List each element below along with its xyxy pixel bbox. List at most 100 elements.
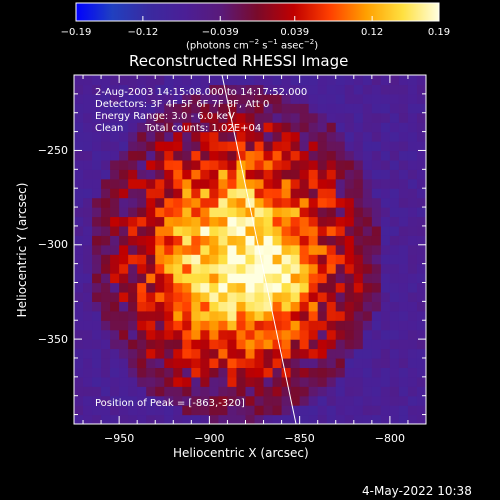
heatmap-cell xyxy=(263,131,274,142)
heatmap-cell xyxy=(182,150,192,161)
heatmap-cell xyxy=(173,273,183,284)
heatmap-cell xyxy=(110,367,120,378)
heatmap-cell xyxy=(146,405,156,416)
heatmap-cell xyxy=(119,348,129,359)
heatmap-cell xyxy=(245,93,256,104)
heatmap-cell xyxy=(92,320,102,331)
heatmap-cell xyxy=(416,188,426,199)
heatmap-cell xyxy=(362,122,373,133)
heatmap-cell xyxy=(362,178,373,189)
heatmap-cell xyxy=(227,216,238,227)
heatmap-cell xyxy=(200,122,210,133)
heatmap-cell xyxy=(227,273,238,284)
heatmap-cell xyxy=(335,159,346,170)
heatmap-cell xyxy=(299,207,310,218)
heatmap-cell xyxy=(281,103,292,114)
heatmap-cell xyxy=(236,84,247,95)
heatmap-cell xyxy=(308,301,319,312)
heatmap-cell xyxy=(209,235,220,246)
heatmap-cell xyxy=(155,329,165,340)
heatmap-cell xyxy=(335,216,346,227)
heatmap-cell xyxy=(389,339,400,350)
heatmap-cell xyxy=(182,178,192,189)
heatmap-cell xyxy=(299,405,310,416)
heatmap-cell xyxy=(407,263,418,274)
heatmap-cell xyxy=(146,339,156,350)
heatmap-cell xyxy=(263,235,274,246)
heatmap-cell xyxy=(119,75,129,86)
heatmap-cell xyxy=(164,348,174,359)
heatmap-cell xyxy=(281,291,292,302)
heatmap-cell xyxy=(155,301,165,312)
heatmap-cell xyxy=(353,282,364,293)
heatmap-cell xyxy=(254,310,265,321)
heatmap-cell xyxy=(416,282,426,293)
heatmap-cell xyxy=(371,84,382,95)
heatmap-cell xyxy=(245,122,256,133)
heatmap-cell xyxy=(317,329,328,340)
heatmap-cell xyxy=(335,169,346,180)
heatmap-cell xyxy=(101,178,111,189)
heatmap-cell xyxy=(182,188,192,199)
heatmap-cell xyxy=(254,225,265,236)
heatmap-cell xyxy=(317,310,328,321)
heatmap-cell xyxy=(281,75,292,86)
heatmap-cell xyxy=(74,273,84,284)
heatmap-cell xyxy=(335,405,346,416)
heatmap-cell xyxy=(137,207,147,218)
heatmap-cell xyxy=(344,263,355,274)
x-tick-label: −950 xyxy=(104,432,135,445)
heatmap-cell xyxy=(236,112,247,123)
heatmap-cell xyxy=(83,131,93,142)
heatmap-cell xyxy=(236,282,247,293)
heatmap-cell xyxy=(407,122,418,133)
annotation-time-range: 2-Aug-2003 14:15:08.000 to 14:17:52.000 xyxy=(95,87,308,98)
heatmap-cell xyxy=(146,320,156,331)
heatmap-cell xyxy=(164,395,174,406)
heatmap-cell xyxy=(155,273,165,284)
heatmap-cell xyxy=(92,367,102,378)
heatmap-cell xyxy=(371,141,382,152)
heatmap-cell xyxy=(173,159,183,170)
heatmap-cell xyxy=(209,141,220,152)
heatmap-cell xyxy=(263,414,274,424)
heatmap-cell xyxy=(164,75,174,86)
heatmap-cell xyxy=(227,386,238,397)
heatmap-cell xyxy=(353,141,364,152)
heatmap-cell xyxy=(236,386,247,397)
heatmap-cell xyxy=(335,244,346,255)
heatmap-cell xyxy=(191,150,201,161)
heatmap-cell xyxy=(371,159,382,170)
heatmap-cell xyxy=(128,339,138,350)
heatmap-cell xyxy=(209,395,220,406)
colorbar-tick-label: 0.12 xyxy=(360,27,384,38)
heatmap-cell xyxy=(317,159,328,170)
heatmap-cell xyxy=(209,178,220,189)
heatmap-cell xyxy=(407,150,418,161)
heatmap-cell xyxy=(110,301,120,312)
heatmap-cell xyxy=(83,414,93,424)
heatmap-cell xyxy=(182,141,192,152)
heatmap-cell xyxy=(83,169,93,180)
heatmap-cell xyxy=(326,414,337,424)
heatmap-cell xyxy=(119,235,129,246)
heatmap-cell xyxy=(101,150,111,161)
heatmap-cell xyxy=(209,150,220,161)
heatmap-cell xyxy=(335,131,346,142)
heatmap-cell xyxy=(191,376,201,387)
heatmap-cell xyxy=(218,131,229,142)
colorbar-ticks xyxy=(75,16,440,21)
heatmap-cell xyxy=(317,84,328,95)
heatmap-cell xyxy=(281,207,292,218)
heatmap-cell xyxy=(128,84,138,95)
heatmap-cell xyxy=(299,159,310,170)
heatmap-cell xyxy=(74,122,84,133)
heatmap-cell xyxy=(74,291,84,302)
heatmap-cell xyxy=(290,263,301,274)
heatmap-cell xyxy=(191,273,201,284)
annotation-peak-position: Position of Peak = [-863,-320] xyxy=(95,398,245,409)
heatmap-cell xyxy=(362,301,373,312)
heatmap-cell xyxy=(389,386,400,397)
heatmap-cell xyxy=(236,103,247,114)
heatmap-cell xyxy=(299,301,310,312)
